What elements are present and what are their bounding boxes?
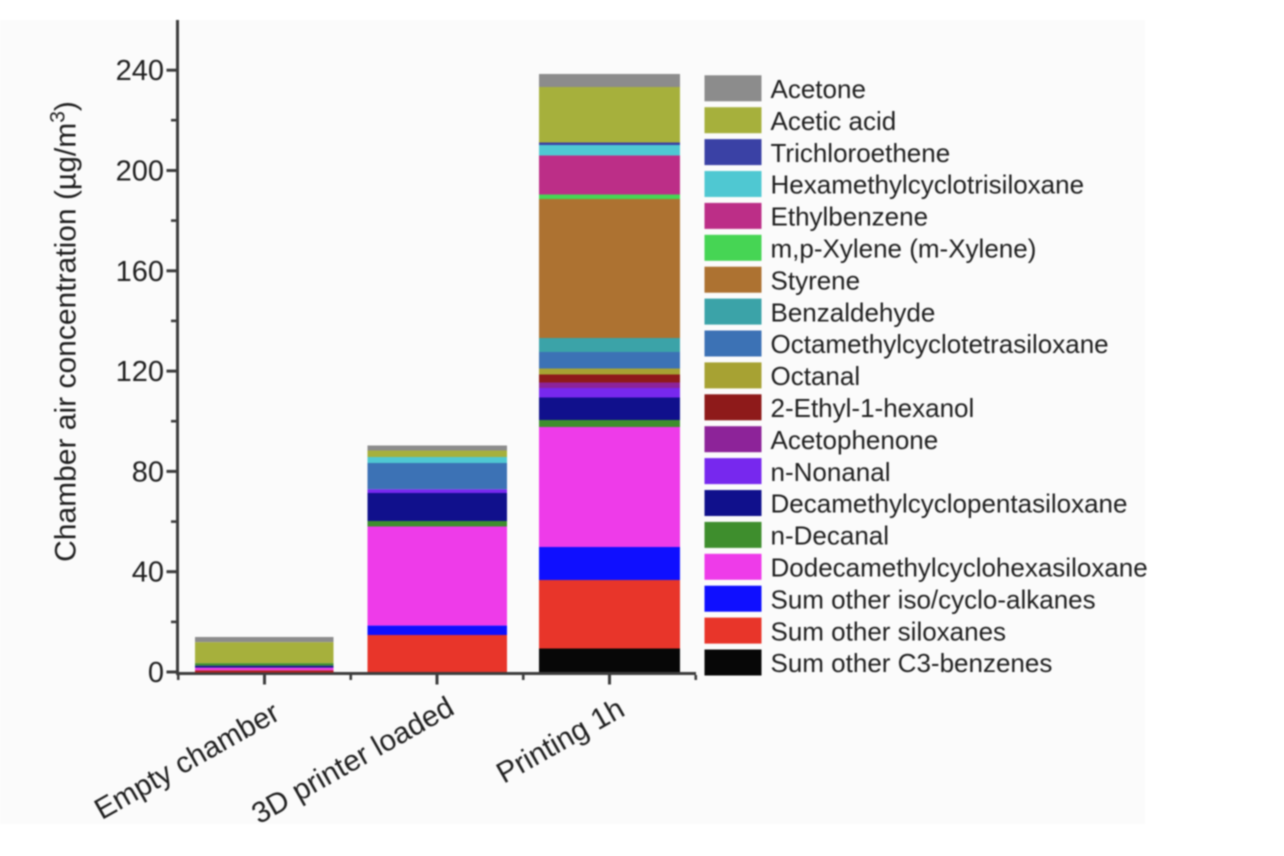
svg-text:Sum other siloxanes: Sum other siloxanes: [771, 616, 1007, 646]
svg-text:0: 0: [148, 657, 164, 689]
svg-text:Octamethylcyclotetrasiloxane: Octamethylcyclotetrasiloxane: [771, 329, 1109, 359]
svg-text:Chamber air concentration (µg/: Chamber air concentration (µg/m3): [47, 101, 83, 562]
svg-text:2-Ethyl-1-hexanol: 2-Ethyl-1-hexanol: [771, 393, 975, 423]
svg-text:Acetic acid: Acetic acid: [771, 106, 897, 136]
svg-text:Sum other C3-benzenes: Sum other C3-benzenes: [771, 648, 1053, 678]
svg-text:Decamethylcyclopentasiloxane: Decamethylcyclopentasiloxane: [771, 489, 1128, 519]
svg-text:Benzaldehyde: Benzaldehyde: [771, 297, 936, 327]
svg-text:120: 120: [116, 356, 164, 388]
svg-text:Acetone: Acetone: [771, 74, 866, 104]
svg-text:n-Nonanal: n-Nonanal: [771, 457, 891, 487]
svg-text:40: 40: [132, 557, 164, 589]
svg-text:160: 160: [116, 256, 164, 288]
svg-text:Dodecamethylcyclohexasiloxane: Dodecamethylcyclohexasiloxane: [771, 553, 1148, 583]
svg-text:Styrene: Styrene: [771, 265, 861, 295]
svg-text:n-Decanal: n-Decanal: [771, 521, 890, 551]
svg-text:Acetophenone: Acetophenone: [771, 425, 939, 455]
svg-text:Hexamethylcyclotrisiloxane: Hexamethylcyclotrisiloxane: [771, 170, 1085, 200]
svg-text:Ethylbenzene: Ethylbenzene: [771, 202, 929, 232]
svg-text:80: 80: [132, 456, 164, 488]
svg-text:200: 200: [116, 156, 164, 188]
svg-text:Trichloroethene: Trichloroethene: [771, 138, 951, 168]
svg-text:Octanal: Octanal: [771, 361, 861, 391]
svg-text:240: 240: [116, 55, 164, 87]
svg-text:m,p-Xylene (m-Xylene): m,p-Xylene (m-Xylene): [771, 234, 1037, 264]
svg-text:Sum other iso/cyclo-alkanes: Sum other iso/cyclo-alkanes: [771, 584, 1096, 614]
